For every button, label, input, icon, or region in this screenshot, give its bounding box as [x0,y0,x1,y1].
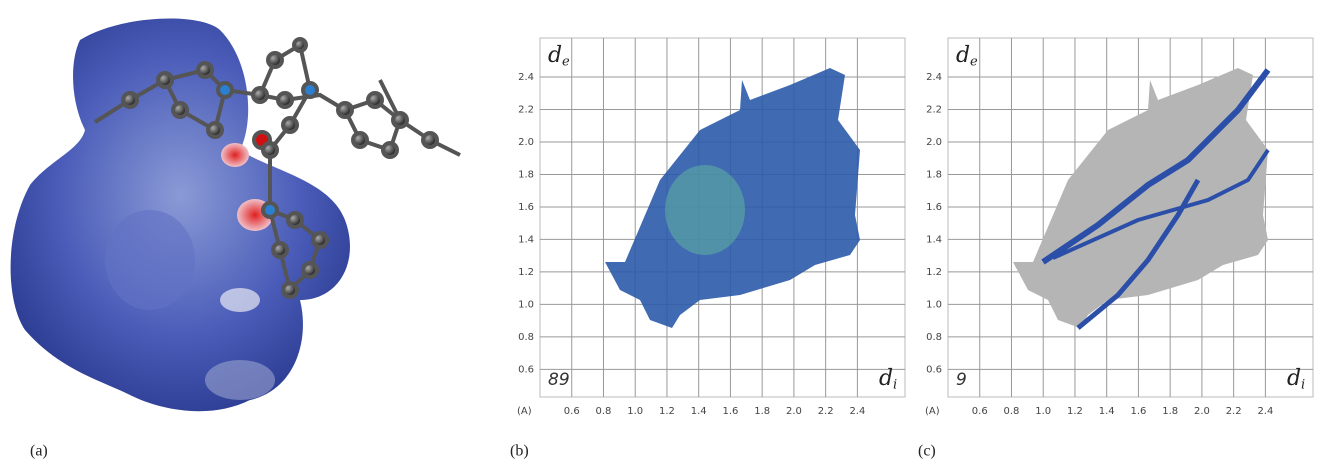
y-tick-label: 2.0 [518,137,534,148]
y-tick-label: 0.6 [926,364,942,375]
x-tick-label: 2.2 [1226,406,1242,417]
panel-label: (a) [30,443,48,460]
hirshfeld-surface [10,18,350,412]
y-tick-label: 2.0 [926,137,942,148]
contribution-percent: 9 [956,370,967,390]
panel-label: (c) [918,443,936,460]
y-tick-label: 1.2 [926,267,942,278]
x-tick-label: 2.4 [1257,406,1273,417]
y-tick-label: 0.8 [926,332,942,343]
y-tick-label: 1.6 [926,202,942,213]
fingerprint-highlight [1052,148,1270,260]
x-axis-subscript: i [1301,378,1305,393]
x-tick-label: 0.6 [972,406,988,417]
fingerprint-plot: 0.6 0.8 1.0 1.2 1.4 1.6 1.8 2.0 2.2 2.4 0.6 0.8 1.0 1… [517,37,906,417]
x-tick-label: 2.4 [849,406,865,417]
y-tick-label: 0.6 [518,364,534,375]
x-tick-label: 1.0 [1035,406,1051,417]
molecule [93,37,461,299]
x-axis-label: d [879,366,893,391]
y-tick-label: 1.2 [518,267,534,278]
y-tick-label: 1.4 [518,234,534,245]
x-tick-label: 1.4 [1099,406,1115,417]
fingerprint-highlight [1076,178,1201,330]
x-axis-subscript: i [893,378,897,393]
y-tick-label: 1.8 [926,169,942,180]
contribution-percent: 89 [548,370,570,390]
y-tick-label: 2.2 [518,104,534,115]
x-tick-label: 2.0 [1194,406,1210,417]
y-tick-label: 1.8 [518,169,534,180]
y-tick-label: 2.2 [926,104,942,115]
y-axis-subscript: e [970,55,978,70]
unit-label: (A) [925,406,940,417]
x-tick-label: 0.8 [1004,406,1020,417]
x-tick-label: 1.8 [754,406,770,417]
x-tick-label: 1.8 [1162,406,1178,417]
x-tick-label: 2.0 [786,406,802,417]
fingerprint-core [665,165,745,255]
y-axis-label: d [548,43,562,68]
x-tick-label: 0.6 [564,406,580,417]
panel-label: (b) [510,443,529,460]
y-tick-label: 1.6 [518,202,534,213]
y-axis-subscript: e [562,55,570,70]
fingerprint-cloud [1013,68,1268,328]
unit-label: (A) [517,406,532,417]
y-tick-label: 1.4 [926,234,942,245]
y-tick-label: 1.0 [518,299,534,310]
fingerprint-highlight [1041,68,1271,265]
y-tick-label: 2.4 [926,72,942,83]
x-tick-label: 1.2 [659,406,675,417]
y-tick-label: 1.0 [926,299,942,310]
x-tick-label: 1.4 [691,406,707,417]
x-tick-label: 2.2 [818,406,834,417]
x-tick-label: 1.0 [627,406,643,417]
x-tick-label: 1.6 [722,406,738,417]
y-axis-label: d [956,43,970,68]
y-tick-label: 2.4 [518,72,534,83]
x-tick-label: 1.2 [1067,406,1083,417]
fingerprint-plot: 0.6 0.8 1.0 1.2 1.4 1.6 1.8 2.0 2.2 2.4 0.6 0.8 1.0 1… [925,37,1314,417]
x-axis-label: d [1287,366,1301,391]
x-tick-label: 1.6 [1130,406,1146,417]
y-tick-label: 0.8 [518,332,534,343]
x-tick-label: 0.8 [596,406,612,417]
